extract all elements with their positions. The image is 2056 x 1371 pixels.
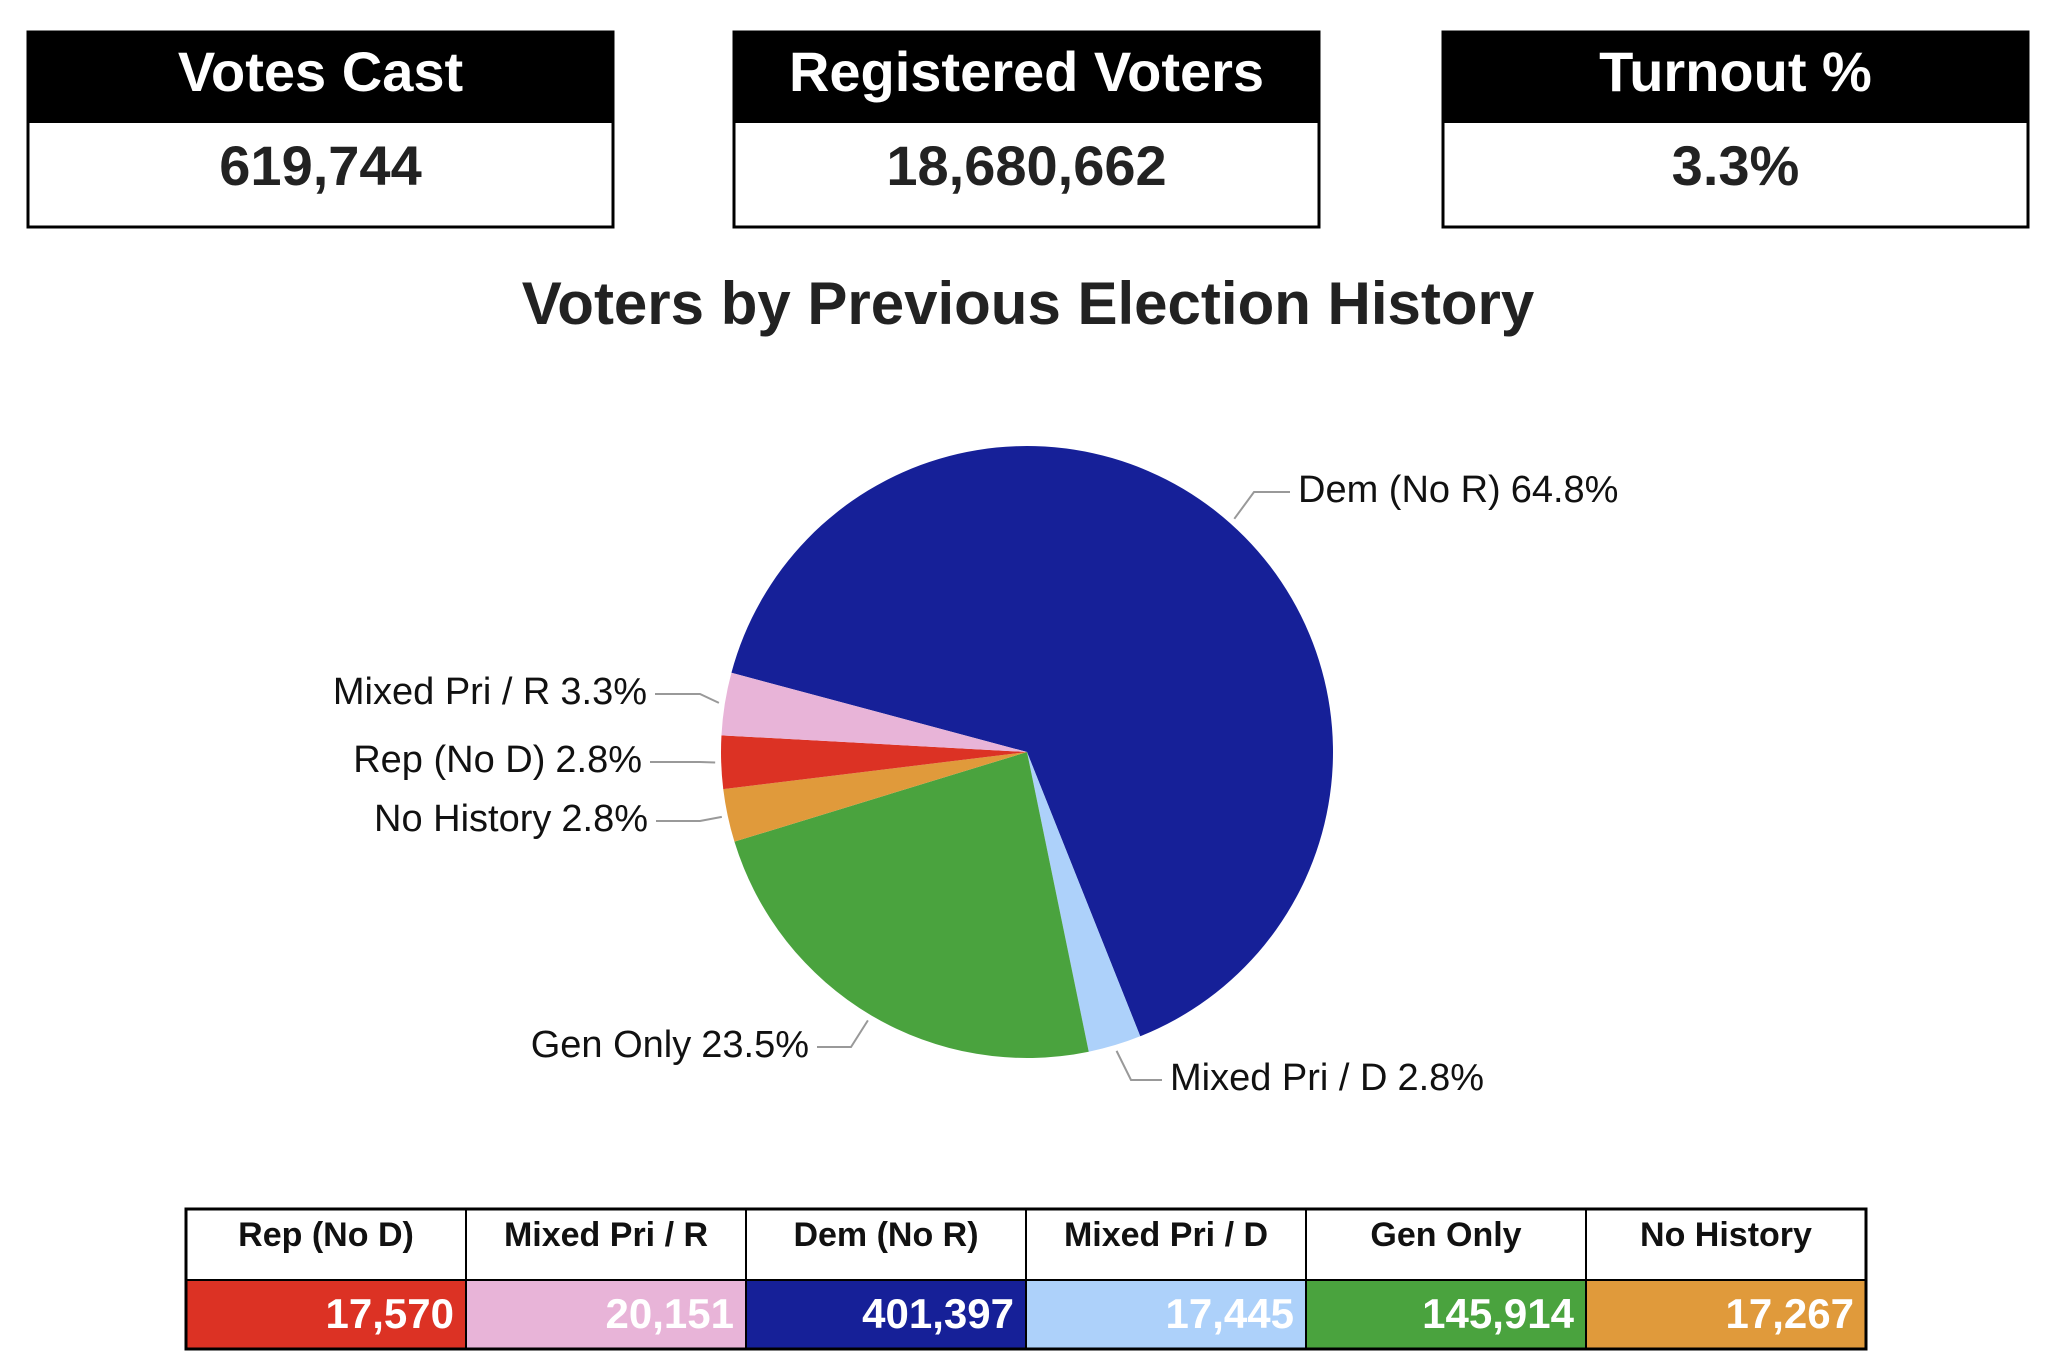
slice-category: Gen Only bbox=[531, 1024, 692, 1066]
leader-line bbox=[1117, 1051, 1162, 1080]
stat-value: 18,680,662 bbox=[886, 134, 1166, 197]
table-header: Gen Only bbox=[1370, 1216, 1521, 1254]
stat-label: Registered Voters bbox=[789, 40, 1264, 103]
leader-line bbox=[656, 817, 722, 821]
slice-category: Dem (No R) bbox=[1298, 469, 1501, 511]
table-value: 17,570 bbox=[326, 1290, 454, 1337]
slice-value: 23.5% bbox=[701, 1024, 809, 1066]
leader-line bbox=[817, 1020, 868, 1047]
stat-value: 619,744 bbox=[219, 134, 421, 197]
chart-title: Voters by Previous Election History bbox=[522, 270, 1535, 337]
table-header: Rep (No D) bbox=[238, 1216, 414, 1254]
slice-value: 64.8% bbox=[1511, 469, 1619, 511]
slice-label: Dem (No R)64.8% bbox=[1298, 469, 1618, 511]
slice-label: Rep (No D)2.8% bbox=[353, 739, 642, 781]
table-header: No History bbox=[1640, 1216, 1812, 1254]
table-value: 17,445 bbox=[1166, 1290, 1294, 1337]
slice-value: 2.8% bbox=[561, 798, 648, 840]
slice-category: Mixed Pri / D bbox=[1170, 1057, 1387, 1099]
stat-label: Turnout % bbox=[1599, 40, 1872, 103]
table-value: 145,914 bbox=[1422, 1290, 1574, 1337]
table-header: Dem (No R) bbox=[793, 1216, 978, 1254]
table-header: Mixed Pri / D bbox=[1064, 1216, 1268, 1254]
slice-category: Mixed Pri / R bbox=[333, 671, 550, 713]
slice-value: 2.8% bbox=[555, 739, 642, 781]
leader-line bbox=[1234, 492, 1290, 519]
slice-category: Rep (No D) bbox=[353, 739, 545, 781]
table-value: 17,267 bbox=[1726, 1290, 1854, 1337]
slice-value: 2.8% bbox=[1397, 1057, 1484, 1099]
leader-line bbox=[655, 694, 719, 703]
slice-category: No History bbox=[374, 798, 551, 840]
table-header: Mixed Pri / R bbox=[504, 1216, 708, 1254]
slice-value: 3.3% bbox=[560, 671, 647, 713]
stat-value: 3.3% bbox=[1672, 134, 1800, 197]
table-value: 20,151 bbox=[606, 1290, 734, 1337]
stat-label: Votes Cast bbox=[178, 40, 463, 103]
table-value: 401,397 bbox=[862, 1290, 1014, 1337]
